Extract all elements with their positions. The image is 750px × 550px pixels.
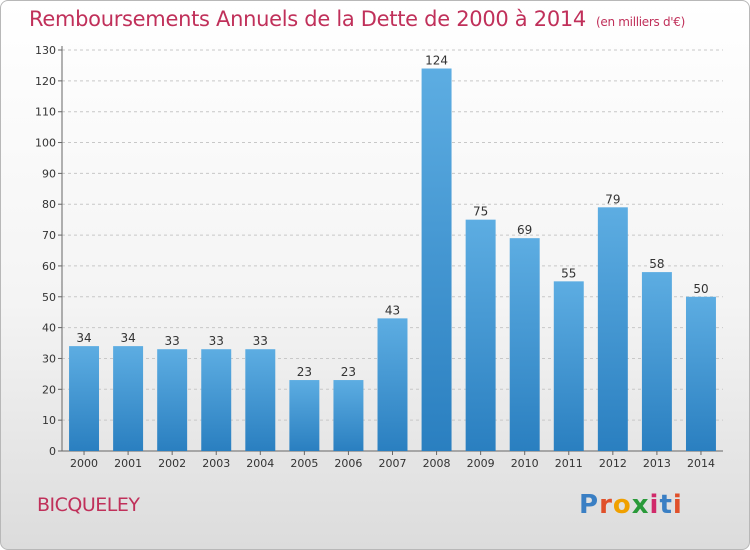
y-tick-label: 10	[42, 414, 56, 427]
data-label: 69	[517, 223, 532, 237]
chart-title: Remboursements Annuels de la Dette de 20…	[29, 7, 686, 31]
bar	[113, 346, 144, 451]
data-label: 23	[297, 365, 312, 379]
x-tick-label: 2006	[334, 457, 362, 470]
x-tick-label: 2009	[467, 457, 495, 470]
x-tick-label: 2008	[423, 457, 451, 470]
bar	[377, 318, 408, 451]
y-tick-label: 70	[42, 229, 56, 242]
bar	[641, 272, 672, 451]
proxiti-logo: Proxiti	[579, 490, 683, 520]
bar	[685, 296, 716, 451]
y-tick-label: 50	[42, 291, 56, 304]
data-label: 75	[473, 205, 488, 219]
bar	[509, 238, 540, 451]
x-tick-label: 2005	[290, 457, 318, 470]
x-tick-label: 2012	[599, 457, 627, 470]
x-tick-label: 2000	[70, 457, 98, 470]
bar	[157, 349, 188, 451]
data-label: 33	[253, 334, 268, 348]
bar	[245, 349, 276, 451]
x-tick-label: 2002	[158, 457, 186, 470]
data-label: 79	[605, 192, 620, 206]
x-tick-label: 2010	[511, 457, 539, 470]
data-label: 50	[693, 282, 708, 296]
y-tick-label: 110	[35, 106, 56, 119]
y-tick-label: 130	[35, 44, 56, 57]
bar	[421, 68, 452, 451]
chart-unit: (en milliers d'€)	[596, 15, 686, 29]
y-tick-label: 100	[35, 137, 56, 150]
bar	[597, 207, 628, 451]
bar	[289, 380, 320, 451]
y-tick-label: 20	[42, 383, 56, 396]
x-tick-label: 2013	[643, 457, 671, 470]
y-tick-label: 90	[42, 167, 56, 180]
x-tick-label: 2011	[555, 457, 583, 470]
y-tick-label: 0	[49, 445, 56, 458]
bar	[465, 219, 496, 451]
y-tick-label: 120	[35, 75, 56, 88]
x-tick-label: 2003	[202, 457, 230, 470]
y-tick-label: 30	[42, 352, 56, 365]
data-label: 34	[120, 331, 135, 345]
data-label: 124	[425, 54, 448, 68]
data-label: 34	[76, 331, 91, 345]
y-tick-label: 60	[42, 260, 56, 273]
data-label: 23	[341, 365, 356, 379]
y-tick-label: 80	[42, 198, 56, 211]
bar	[553, 281, 584, 451]
bar	[69, 346, 100, 451]
data-label: 58	[649, 257, 664, 271]
data-label: 33	[165, 334, 180, 348]
data-label: 55	[561, 266, 576, 280]
x-tick-label: 2004	[246, 457, 274, 470]
data-label: 43	[385, 303, 400, 317]
data-label: 33	[209, 334, 224, 348]
town-name: BICQUELEY	[37, 494, 140, 516]
x-tick-label: 2007	[379, 457, 407, 470]
bar	[201, 349, 232, 451]
x-tick-label: 2001	[114, 457, 142, 470]
x-tick-label: 2014	[687, 457, 715, 470]
y-tick-label: 40	[42, 322, 56, 335]
bar	[333, 380, 364, 451]
